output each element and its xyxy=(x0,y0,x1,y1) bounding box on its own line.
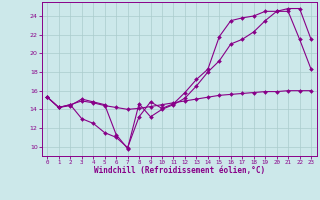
X-axis label: Windchill (Refroidissement éolien,°C): Windchill (Refroidissement éolien,°C) xyxy=(94,166,265,175)
